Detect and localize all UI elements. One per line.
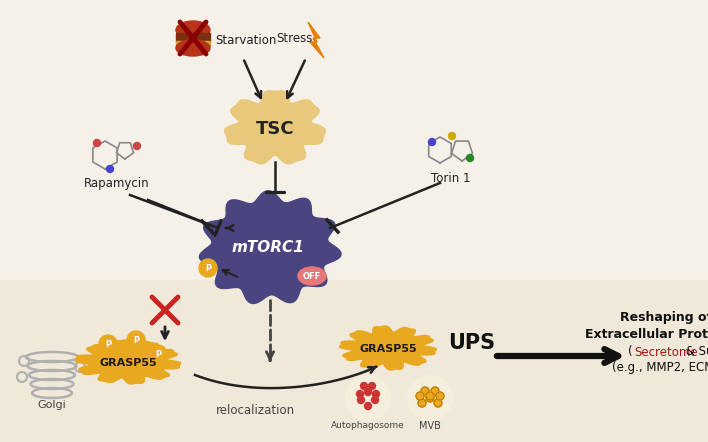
Text: Autophagosome: Autophagosome — [331, 422, 405, 431]
Text: relocalization: relocalization — [215, 404, 295, 416]
Text: MVB: MVB — [419, 421, 441, 431]
Circle shape — [99, 335, 117, 353]
Text: & Surfactome): & Surfactome) — [682, 346, 708, 358]
Text: TSC: TSC — [256, 120, 295, 138]
Circle shape — [368, 382, 375, 389]
Circle shape — [428, 138, 435, 145]
Circle shape — [416, 392, 424, 400]
Circle shape — [467, 155, 474, 161]
Circle shape — [106, 165, 113, 172]
Circle shape — [360, 382, 367, 389]
Circle shape — [448, 133, 455, 140]
Text: (e.g., MMP2, ECM): (e.g., MMP2, ECM) — [612, 362, 708, 374]
Text: GRASP55: GRASP55 — [359, 344, 417, 354]
Circle shape — [357, 390, 363, 397]
Circle shape — [199, 259, 217, 277]
Text: (: ( — [628, 346, 633, 358]
Circle shape — [365, 389, 372, 396]
Circle shape — [426, 392, 434, 400]
Circle shape — [346, 376, 390, 420]
Text: UPS: UPS — [448, 333, 496, 353]
Text: P: P — [133, 336, 139, 345]
Text: Torin 1: Torin 1 — [431, 171, 471, 184]
Circle shape — [358, 396, 365, 404]
Circle shape — [372, 390, 379, 397]
Circle shape — [436, 392, 444, 400]
Circle shape — [149, 345, 167, 363]
Circle shape — [93, 140, 101, 146]
Text: Starvation: Starvation — [215, 34, 276, 46]
Text: Reshaping of: Reshaping of — [620, 312, 708, 324]
Text: OFF: OFF — [303, 272, 321, 281]
Circle shape — [372, 396, 379, 404]
Polygon shape — [200, 191, 341, 304]
Text: Secretome: Secretome — [634, 346, 697, 358]
Text: P: P — [105, 340, 111, 349]
Circle shape — [418, 399, 426, 407]
Text: Rapamycin: Rapamycin — [84, 176, 150, 190]
Circle shape — [365, 403, 372, 409]
Ellipse shape — [298, 267, 326, 285]
Circle shape — [421, 387, 429, 395]
Text: Extracellular Proteome: Extracellular Proteome — [586, 328, 708, 340]
Polygon shape — [75, 340, 181, 384]
Polygon shape — [340, 326, 436, 370]
Text: Stress: Stress — [276, 31, 312, 45]
Text: P: P — [155, 350, 161, 359]
Circle shape — [408, 376, 452, 420]
Polygon shape — [0, 280, 708, 442]
Circle shape — [127, 331, 145, 349]
Circle shape — [426, 394, 434, 402]
Polygon shape — [224, 91, 326, 164]
Ellipse shape — [176, 21, 210, 39]
Circle shape — [134, 142, 140, 149]
Text: P: P — [205, 264, 211, 273]
Bar — [176, 33, 210, 41]
Bar — [176, 41, 210, 46]
Polygon shape — [308, 22, 324, 58]
Text: Golgi: Golgi — [38, 400, 67, 410]
Circle shape — [434, 399, 442, 407]
Text: GRASP55: GRASP55 — [99, 358, 156, 368]
Circle shape — [431, 387, 439, 395]
Ellipse shape — [176, 40, 210, 56]
Text: mTORC1: mTORC1 — [232, 240, 304, 255]
